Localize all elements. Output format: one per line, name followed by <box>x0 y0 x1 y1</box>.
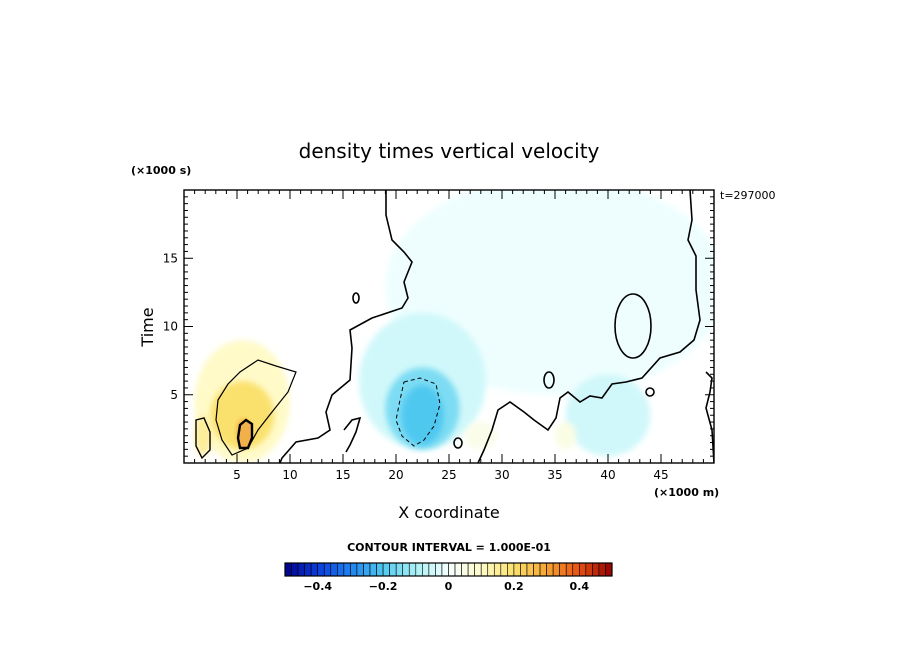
axis-ticks: 5 10 15 20 25 30 35 40 45 5 10 15 <box>163 190 714 482</box>
x-scale-label: (×1000 m) <box>654 486 719 499</box>
colorbar-swatch <box>467 562 475 577</box>
colorbar-tick-label: 0.2 <box>504 580 524 593</box>
colorbar-swatch <box>546 562 554 577</box>
field-region-negative-strong-center <box>401 385 444 446</box>
colorbar-swatch <box>284 562 292 577</box>
closed-contour-speck-3 <box>453 437 463 449</box>
colorbar-swatch <box>395 562 404 577</box>
colorbar-swatch <box>493 562 502 577</box>
y-tick-label: 15 <box>163 251 178 265</box>
x-tick-label: 45 <box>653 468 668 482</box>
colorbar-swatch <box>500 562 508 577</box>
x-axis-title: X coordinate <box>398 503 499 522</box>
x-tick-label: 40 <box>600 468 615 482</box>
colorbar-swatch <box>369 562 377 577</box>
colorbar <box>284 562 613 577</box>
colorbar-tick-label: −0.2 <box>369 580 398 593</box>
contour-positive-edge <box>195 417 211 460</box>
colorbar-swatch <box>448 562 456 577</box>
x-tick-label: 30 <box>494 468 509 482</box>
x-tick-label: 25 <box>441 468 456 482</box>
colorbar-swatch <box>592 562 600 577</box>
y-scale-label: (×1000 s) <box>131 164 191 177</box>
colorbar-swatch <box>598 562 606 577</box>
colorbar-swatch <box>435 562 443 577</box>
colorbar-swatch <box>408 562 417 577</box>
colorbar-swatch <box>559 562 567 577</box>
colorbar-swatch <box>533 562 541 577</box>
colorbar-swatch <box>539 562 547 577</box>
x-tick-label: 10 <box>282 468 297 482</box>
colorbar-swatch <box>461 562 469 577</box>
chart-title: density times vertical velocity <box>299 139 600 163</box>
field-region-positive-speck-mid <box>464 422 497 450</box>
colorbar-swatch <box>578 562 587 577</box>
zero-contour-main <box>279 190 413 463</box>
colorbar-swatch <box>454 562 462 577</box>
contour-interval-label: CONTOUR INTERVAL = 1.000E-01 <box>347 541 551 554</box>
colorbar-swatch <box>402 562 410 577</box>
colorbar-ticks: −0.4 −0.2 0 0.2 0.4 <box>303 580 589 593</box>
colorbar-swatch <box>507 562 515 577</box>
colorbar-swatch <box>441 562 449 577</box>
field-region-positive-core-west <box>210 381 275 450</box>
colorbar-tick-label: 0.4 <box>570 580 590 593</box>
colorbar-swatch <box>487 562 495 577</box>
colorbar-swatch <box>474 562 482 577</box>
zero-contour-right-edge <box>477 190 701 463</box>
colorbar-swatch <box>382 562 390 577</box>
colorbar-tick-label: 0 <box>445 580 453 593</box>
contour-positive-peak <box>236 418 254 450</box>
colorbar-swatch <box>337 562 345 577</box>
colorbar-swatch <box>376 562 384 577</box>
colorbar-swatch <box>415 562 423 577</box>
x-tick-label: 35 <box>547 468 562 482</box>
y-tick-label: 10 <box>163 320 178 334</box>
closed-contour-speck-2 <box>645 387 655 397</box>
colorbar-swatch <box>605 562 613 577</box>
colorbar-swatch <box>291 562 299 577</box>
colorbar-swatch <box>343 562 351 577</box>
colorbar-swatch <box>330 562 338 577</box>
colorbar-swatch <box>552 562 560 577</box>
colorbar-swatch <box>526 562 534 577</box>
closed-contour-east <box>614 293 652 359</box>
contour-negative-dashed <box>395 377 441 447</box>
y-axis-title: Time <box>138 307 157 347</box>
contour-lines <box>195 190 714 463</box>
colorbar-swatch <box>572 562 580 577</box>
colorbar-swatch <box>480 562 489 577</box>
time-label: t=297000 <box>720 189 776 202</box>
field-region-positive-speck-east <box>555 422 577 450</box>
colorbar-tick-label: −0.4 <box>303 580 332 593</box>
y-tick-label: 5 <box>170 388 178 402</box>
colorbar-swatch <box>520 562 528 577</box>
closed-contour-speck-1 <box>543 371 555 389</box>
colorbar-swatch <box>513 562 521 577</box>
colorbar-swatch <box>428 562 436 577</box>
colorbar-swatch <box>356 562 364 577</box>
field-layer <box>194 190 714 463</box>
x-tick-label: 5 <box>233 468 241 482</box>
colorbar-swatch <box>363 562 371 577</box>
contour-positive-outer <box>215 359 297 456</box>
colorbar-swatch <box>422 562 430 577</box>
colorbar-swatch <box>389 562 397 577</box>
field-region-negative-lobe-east <box>565 374 651 457</box>
colorbar-swatch <box>350 562 358 577</box>
colorbar-swatch <box>304 562 312 577</box>
colorbar-frame <box>284 562 613 577</box>
colorbar-swatch <box>297 562 305 577</box>
colorbar-swatch <box>310 562 319 577</box>
colorbar-swatch <box>565 562 574 577</box>
colorbar-swatch <box>585 562 593 577</box>
zero-contour-left-edge <box>343 416 362 453</box>
colorbar-swatch <box>317 562 325 577</box>
closed-contour-small <box>352 292 360 304</box>
colorbar-swatch <box>323 562 332 577</box>
x-tick-label: 15 <box>335 468 350 482</box>
x-tick-label: 20 <box>388 468 403 482</box>
